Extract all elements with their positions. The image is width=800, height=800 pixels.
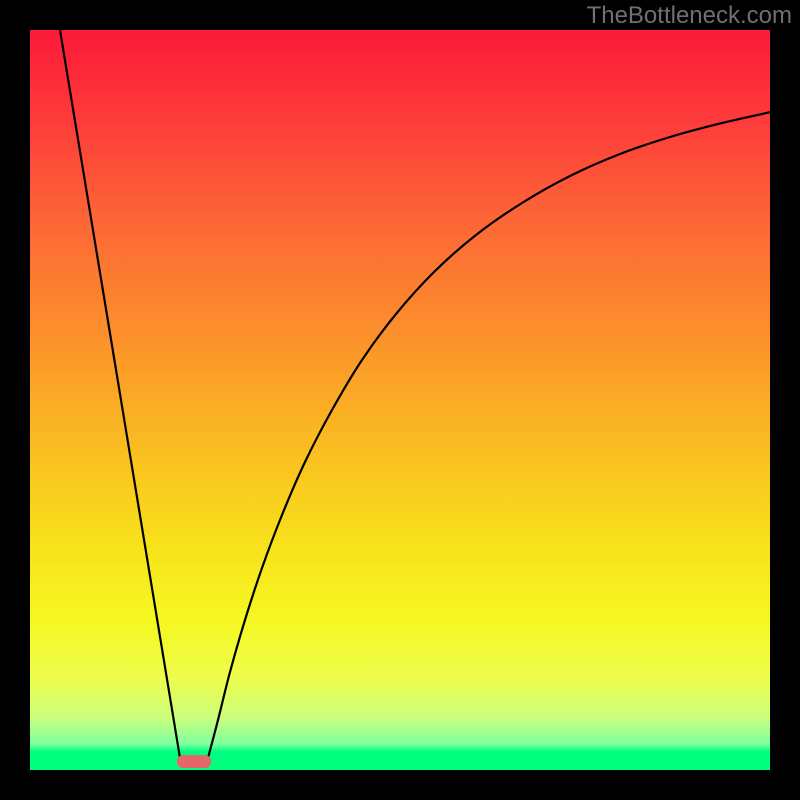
chart-container: TheBottleneck.com	[0, 0, 800, 800]
watermark-text: TheBottleneck.com	[587, 2, 792, 30]
optimal-marker	[177, 755, 211, 768]
bottleneck-curve-chart	[0, 0, 800, 800]
